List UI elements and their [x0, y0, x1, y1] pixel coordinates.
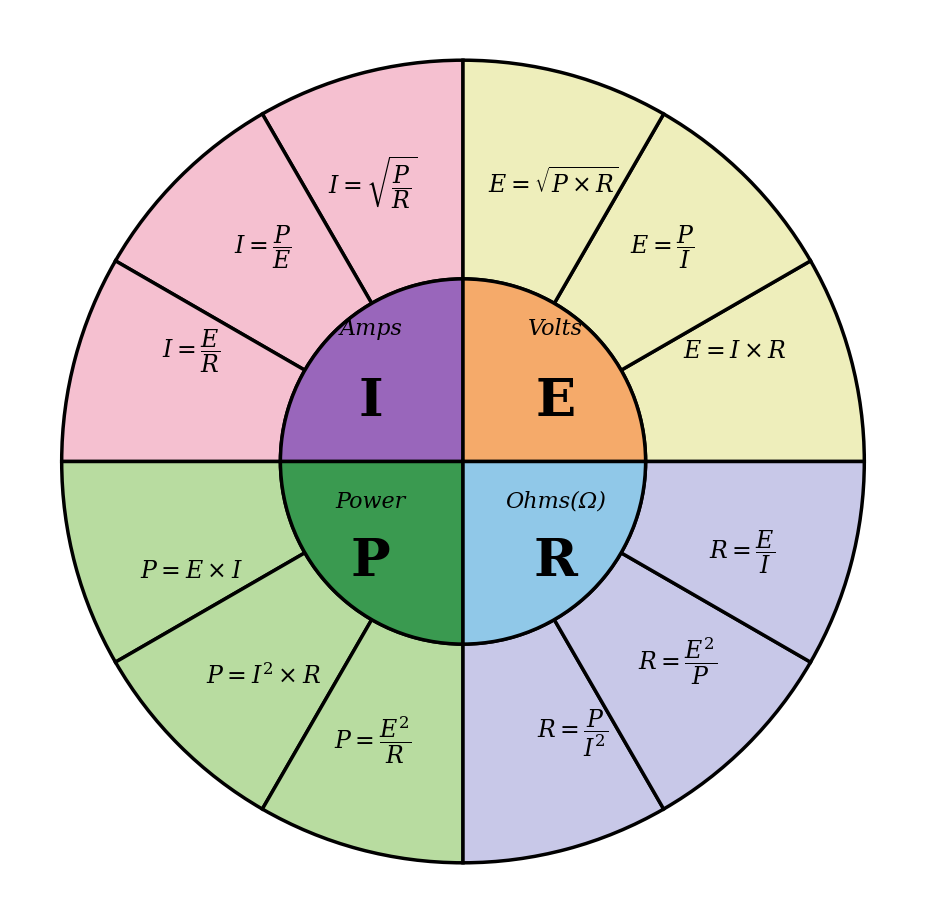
Text: Power: Power: [335, 491, 406, 512]
Wedge shape: [281, 279, 463, 462]
Text: P: P: [351, 536, 391, 587]
Text: $R=\dfrac{E^2}{P}$: $R=\dfrac{E^2}{P}$: [638, 636, 717, 687]
Text: $E=I\times R$: $E=I\times R$: [683, 341, 786, 364]
Text: $E=\dfrac{P}{I}$: $E=\dfrac{P}{I}$: [631, 223, 695, 271]
Wedge shape: [555, 114, 810, 370]
Text: Amps: Amps: [339, 318, 402, 340]
Text: $I=\sqrt{\dfrac{P}{R}}$: $I=\sqrt{\dfrac{P}{R}}$: [328, 154, 418, 211]
Text: R: R: [533, 536, 577, 587]
Text: $R=\dfrac{P}{I^2}$: $R=\dfrac{P}{I^2}$: [537, 708, 608, 759]
Text: $R=\dfrac{E}{I}$: $R=\dfrac{E}{I}$: [708, 528, 775, 576]
Wedge shape: [262, 619, 463, 863]
Wedge shape: [463, 60, 664, 304]
Text: I: I: [358, 376, 383, 426]
Text: $P=I^2\times R$: $P=I^2\times R$: [206, 663, 320, 689]
Wedge shape: [62, 462, 305, 662]
Text: Ohms(Ω): Ohms(Ω): [505, 491, 606, 512]
Wedge shape: [116, 553, 371, 809]
Text: $I=\dfrac{P}{E}$: $I=\dfrac{P}{E}$: [234, 223, 292, 271]
Wedge shape: [116, 114, 371, 370]
Wedge shape: [262, 60, 463, 304]
Wedge shape: [281, 462, 463, 644]
Wedge shape: [62, 261, 305, 462]
Wedge shape: [555, 553, 810, 809]
Wedge shape: [463, 279, 645, 462]
Text: $P=\dfrac{E^2}{R}$: $P=\dfrac{E^2}{R}$: [334, 714, 411, 766]
Text: E: E: [535, 376, 575, 426]
Wedge shape: [463, 462, 645, 644]
Text: Volts: Volts: [528, 318, 582, 340]
Wedge shape: [621, 462, 864, 662]
Text: $P=E\times I$: $P=E\times I$: [140, 559, 243, 582]
Wedge shape: [621, 261, 864, 462]
Text: $I=\dfrac{E}{R}$: $I=\dfrac{E}{R}$: [162, 328, 220, 376]
Wedge shape: [463, 619, 664, 863]
Text: $E=\sqrt{P\times R}$: $E=\sqrt{P\times R}$: [488, 168, 619, 198]
